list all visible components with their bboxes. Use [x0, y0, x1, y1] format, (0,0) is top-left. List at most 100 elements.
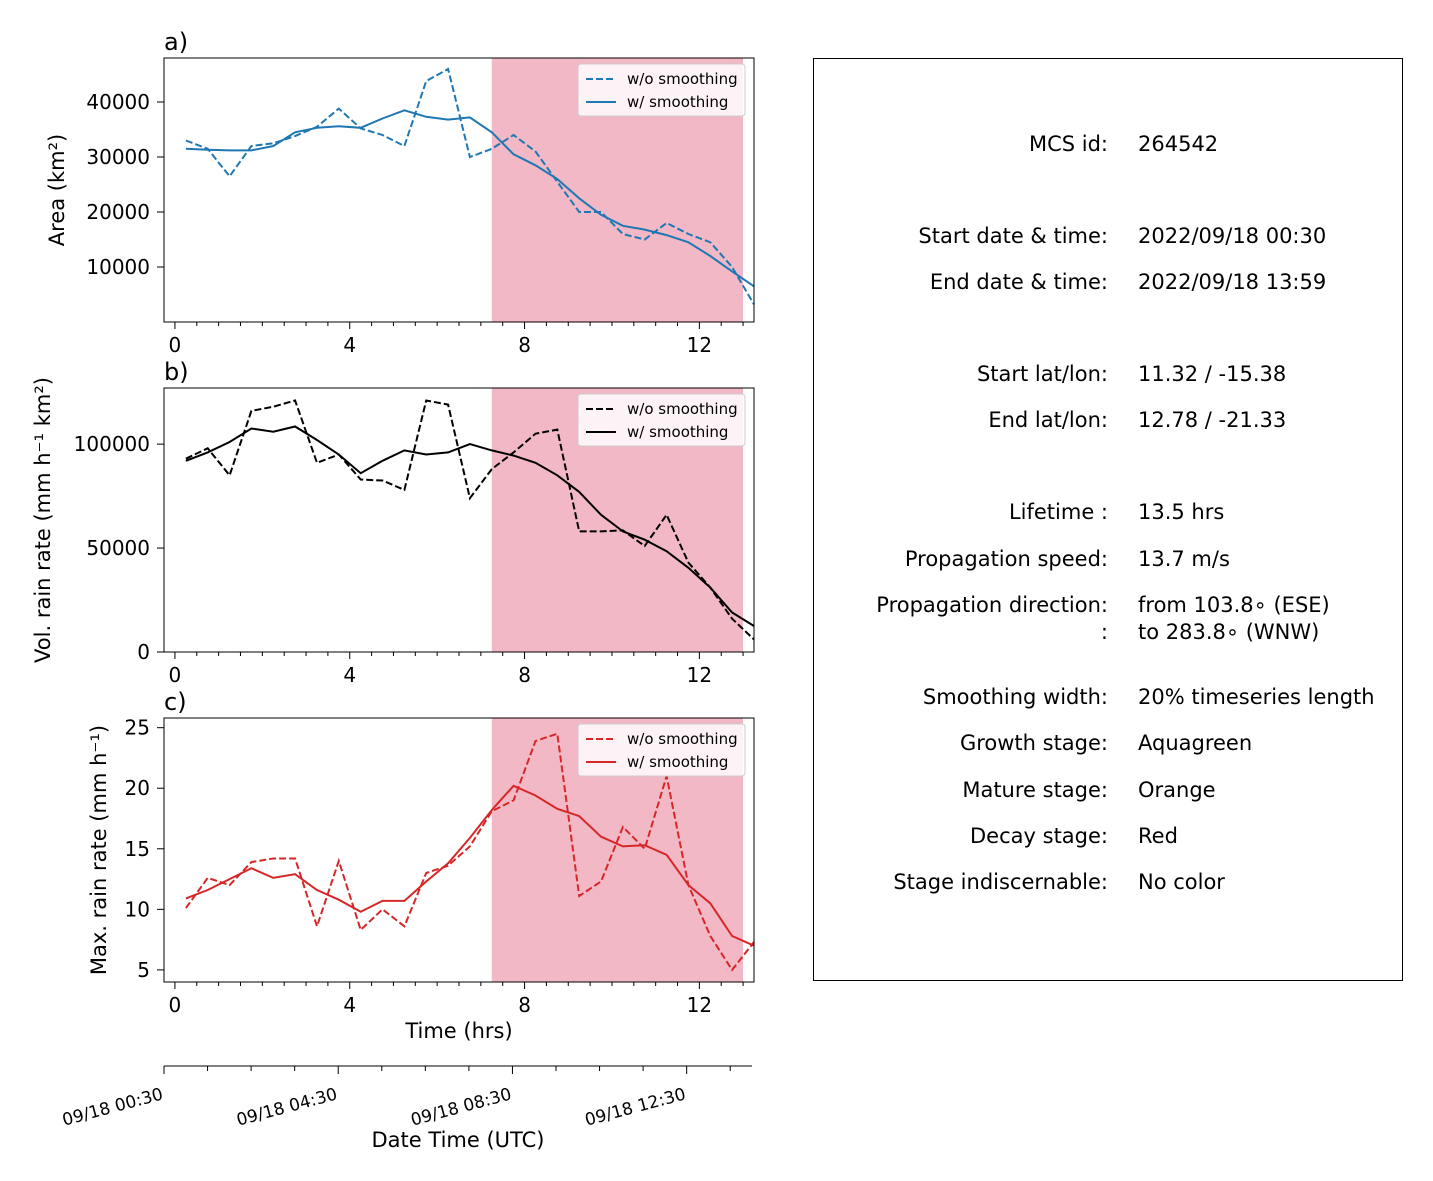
info-value: from 103.8∘ (ESE) — [1138, 593, 1330, 617]
info-value: to 283.8∘ (WNW) — [1138, 620, 1320, 644]
info-row-start-latlon: Start lat/lon: 11.32 / -15.38 — [814, 362, 1404, 392]
info-key: Smoothing width: — [922, 685, 1108, 709]
info-value: 264542 — [1138, 132, 1219, 156]
x-tick-label: 8 — [518, 663, 531, 687]
y-tick-label: 30000 — [86, 145, 150, 169]
panel-label: a) — [164, 28, 188, 56]
y-tick-label: 10000 — [86, 255, 150, 279]
info-value: Orange — [1138, 778, 1216, 802]
legend-box — [577, 393, 746, 447]
info-row-decay-stage: Decay stage: Red — [814, 824, 1404, 854]
legend: w/o smoothing w/ smoothing — [577, 63, 746, 117]
y-tick-label: 20000 — [86, 200, 150, 224]
date-axis-label: Date Time (UTC) — [372, 1128, 545, 1152]
legend-box — [577, 63, 746, 117]
info-key: Mature stage: — [962, 778, 1108, 802]
info-row-start-datetime: Start date & time: 2022/09/18 00:30 — [814, 224, 1404, 254]
date-tick-label: 09/18 00:30 — [60, 1085, 165, 1131]
panel-label: c) — [164, 688, 187, 716]
info-value: No color — [1138, 870, 1225, 894]
info-value: 11.32 / -15.38 — [1138, 362, 1287, 386]
y-tick-label: 15 — [125, 837, 150, 861]
series-line-smoothed — [185, 425, 755, 627]
x-tick-label: 0 — [169, 663, 182, 687]
y-tick-label: 10 — [125, 897, 150, 921]
date-axis: 09/18 00:30 09/18 04:30 09/18 08:30 09/18 1… — [60, 1065, 752, 1152]
date-tick-label: 09/18 08:30 — [409, 1085, 514, 1131]
x-tick-label: 4 — [343, 993, 356, 1017]
x-tick-label: 8 — [518, 993, 531, 1017]
info-row-stage-indiscernable: Stage indiscernable: No color — [814, 870, 1404, 900]
info-row-mcs-id: MCS id: 264542 — [814, 132, 1404, 162]
legend-label: w/ smoothing — [627, 753, 728, 771]
date-tick-label: 09/18 12:30 — [583, 1085, 688, 1131]
legend-label: w/ smoothing — [627, 93, 728, 111]
y-tick-label: 25 — [125, 716, 150, 740]
legend-box — [577, 723, 746, 777]
info-value: 2022/09/18 13:59 — [1138, 270, 1327, 294]
legend-label: w/o smoothing — [627, 730, 738, 748]
legend: w/o smoothing w/ smoothing — [577, 393, 746, 447]
panel-3: 0 4 8 12 5 10 15 20 25 c) Max. rain rate (mm h⁻¹) T… — [87, 688, 755, 1043]
x-tick-label: 12 — [687, 993, 712, 1017]
info-key: End lat/lon: — [988, 408, 1108, 432]
info-key: Start lat/lon: — [976, 362, 1108, 386]
y-axis-label: Vol. rain rate (mm h⁻¹ km²) — [31, 377, 55, 663]
info-row-lifetime: Lifetime : 13.5 hrs — [814, 500, 1404, 530]
legend-label: w/ smoothing — [627, 423, 728, 441]
info-row-propagation-direction: Propagation direction: from 103.8∘ (ESE) — [814, 593, 1404, 623]
panel-1: 0 4 8 12 10000 20000 30000 40000 a) Area (km²) w/o… — [45, 28, 755, 357]
y-tick-label: 100000 — [74, 432, 150, 456]
x-tick-label: 0 — [169, 333, 182, 357]
info-row-end-latlon: End lat/lon: 12.78 / -21.33 — [814, 408, 1404, 438]
info-row-end-datetime: End date & time: 2022/09/18 13:59 — [814, 270, 1404, 300]
x-tick-label: 8 — [518, 333, 531, 357]
info-key: Start date & time: — [918, 224, 1108, 248]
series-line-raw — [185, 732, 755, 972]
x-tick-label: 4 — [343, 663, 356, 687]
info-key: Propagation direction: — [876, 593, 1108, 617]
series-line-raw — [185, 399, 755, 641]
info-row-mature-stage: Mature stage: Orange — [814, 778, 1404, 808]
info-row-smoothing-width: Smoothing width: 20% timeseries length — [814, 685, 1404, 715]
x-tick-label: 12 — [687, 333, 712, 357]
y-tick-label: 50000 — [86, 536, 150, 560]
legend-label: w/o smoothing — [627, 70, 738, 88]
info-value: 20% timeseries length — [1138, 685, 1375, 709]
info-box: MCS id: 264542 Start date & time: 2022/0… — [813, 58, 1403, 981]
series-line-smoothed — [185, 109, 755, 288]
info-value: 13.5 hrs — [1138, 500, 1225, 524]
info-key: End date & time: — [929, 270, 1108, 294]
info-key: Decay stage: — [970, 824, 1108, 848]
legend: w/o smoothing w/ smoothing — [577, 723, 746, 777]
series-line-smoothed — [185, 784, 755, 947]
info-row-propagation-direction-to: : to 283.8∘ (WNW) — [814, 620, 1404, 650]
info-value: Red — [1138, 824, 1178, 848]
info-value: 2022/09/18 00:30 — [1138, 224, 1327, 248]
y-axis-label: Max. rain rate (mm h⁻¹) — [87, 725, 111, 975]
y-tick-label: 20 — [125, 776, 150, 800]
x-tick-label: 12 — [687, 663, 712, 687]
info-key: Growth stage: — [959, 731, 1108, 755]
info-value: 12.78 / -21.33 — [1138, 408, 1287, 432]
panel-2: 0 4 8 12 0 50000 100000 b) Vol. rain rate (mm h⁻… — [31, 358, 755, 687]
info-row-growth-stage: Growth stage: Aquagreen — [814, 731, 1404, 761]
y-axis-label: Area (km²) — [45, 134, 69, 246]
info-key: MCS id: — [1028, 132, 1108, 156]
y-tick-label: 5 — [137, 958, 150, 982]
info-key: Stage indiscernable: — [893, 870, 1108, 894]
legend-label: w/o smoothing — [627, 400, 738, 418]
info-value: 13.7 m/s — [1138, 547, 1230, 571]
info-value: Aquagreen — [1138, 731, 1253, 755]
info-key: Propagation speed: — [904, 547, 1108, 571]
y-tick-label: 40000 — [86, 90, 150, 114]
y-tick-label: 0 — [137, 640, 150, 664]
x-tick-label: 0 — [169, 993, 182, 1017]
x-axis-label: Time (hrs) — [404, 1019, 512, 1043]
x-tick-label: 4 — [343, 333, 356, 357]
date-tick-label: 09/18 04:30 — [234, 1085, 339, 1131]
info-key: : — [1100, 620, 1108, 644]
info-row-propagation-speed: Propagation speed: 13.7 m/s — [814, 547, 1404, 577]
info-key: Lifetime : — [1008, 500, 1108, 524]
